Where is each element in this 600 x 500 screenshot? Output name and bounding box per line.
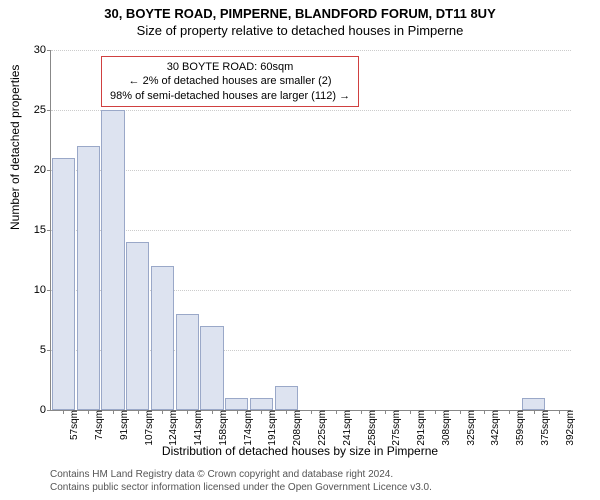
x-tick-mark	[509, 410, 510, 414]
gridline	[51, 230, 571, 231]
gridline	[51, 110, 571, 111]
x-tick-mark	[113, 410, 114, 414]
x-tick-label: 392sqm	[563, 410, 576, 446]
x-tick-mark	[336, 410, 337, 414]
main-title: 30, BOYTE ROAD, PIMPERNE, BLANDFORD FORU…	[0, 0, 600, 21]
gridline	[51, 170, 571, 171]
footer-line2: Contains public sector information licen…	[50, 481, 432, 494]
bar	[176, 314, 199, 410]
x-tick-mark	[286, 410, 287, 414]
y-tick-label: 0	[40, 404, 51, 416]
x-tick-label: 359sqm	[513, 410, 526, 446]
y-tick-label: 10	[34, 284, 51, 296]
x-tick-label: 308sqm	[439, 410, 452, 446]
x-tick-mark	[559, 410, 560, 414]
bar	[77, 146, 100, 410]
bar	[522, 398, 545, 410]
x-tick-label: 375sqm	[538, 410, 551, 446]
x-tick-mark	[138, 410, 139, 414]
bar	[151, 266, 174, 410]
x-tick-mark	[385, 410, 386, 414]
x-tick-label: 325sqm	[464, 410, 477, 446]
x-tick-label: 124sqm	[166, 410, 179, 446]
x-tick-mark	[410, 410, 411, 414]
bar	[52, 158, 75, 410]
x-tick-mark	[162, 410, 163, 414]
x-tick-label: 191sqm	[265, 410, 278, 446]
y-axis-label: Number of detached properties	[8, 65, 22, 230]
x-tick-mark	[534, 410, 535, 414]
x-axis-label: Distribution of detached houses by size …	[0, 444, 600, 458]
y-tick-label: 30	[34, 44, 51, 56]
chart-container: 30, BOYTE ROAD, PIMPERNE, BLANDFORD FORU…	[0, 0, 600, 500]
footer-line1: Contains HM Land Registry data © Crown c…	[50, 468, 432, 481]
x-tick-mark	[460, 410, 461, 414]
y-tick-label: 25	[34, 104, 51, 116]
x-tick-mark	[88, 410, 89, 414]
x-tick-mark	[361, 410, 362, 414]
bar	[200, 326, 223, 410]
plot-area: 30 BOYTE ROAD: 60sqm ← 2% of detached ho…	[50, 50, 571, 411]
x-tick-label: 91sqm	[117, 410, 130, 440]
bar	[225, 398, 248, 410]
x-tick-label: 225sqm	[315, 410, 328, 446]
x-tick-label: 141sqm	[191, 410, 204, 446]
x-tick-mark	[212, 410, 213, 414]
bar	[250, 398, 273, 410]
x-tick-mark	[63, 410, 64, 414]
y-tick-label: 15	[34, 224, 51, 236]
y-tick-label: 20	[34, 164, 51, 176]
x-tick-mark	[261, 410, 262, 414]
x-tick-label: 107sqm	[142, 410, 155, 446]
x-tick-label: 275sqm	[389, 410, 402, 446]
x-tick-mark	[435, 410, 436, 414]
x-tick-label: 74sqm	[92, 410, 105, 440]
gridline	[51, 50, 571, 51]
x-tick-label: 258sqm	[365, 410, 378, 446]
x-tick-mark	[311, 410, 312, 414]
annotation-box: 30 BOYTE ROAD: 60sqm ← 2% of detached ho…	[101, 56, 359, 107]
x-tick-label: 342sqm	[488, 410, 501, 446]
bar	[101, 110, 124, 410]
bar	[126, 242, 149, 410]
bar	[275, 386, 298, 410]
x-tick-label: 208sqm	[290, 410, 303, 446]
annotation-line3: 98% of semi-detached houses are larger (…	[110, 89, 350, 103]
footer: Contains HM Land Registry data © Crown c…	[50, 468, 432, 494]
x-tick-mark	[187, 410, 188, 414]
annotation-line1: 30 BOYTE ROAD: 60sqm	[110, 60, 350, 74]
x-tick-label: 174sqm	[241, 410, 254, 446]
sub-title: Size of property relative to detached ho…	[0, 21, 600, 38]
x-tick-mark	[484, 410, 485, 414]
x-tick-label: 57sqm	[67, 410, 80, 440]
x-tick-label: 158sqm	[216, 410, 229, 446]
x-tick-label: 241sqm	[340, 410, 353, 446]
annotation-line2: ← 2% of detached houses are smaller (2)	[110, 74, 350, 88]
y-tick-label: 5	[40, 344, 51, 356]
x-tick-mark	[237, 410, 238, 414]
x-tick-label: 291sqm	[414, 410, 427, 446]
